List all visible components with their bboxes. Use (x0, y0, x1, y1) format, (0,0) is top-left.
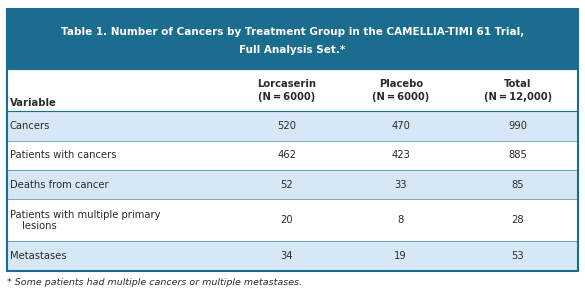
Text: Total
(N = 12,000): Total (N = 12,000) (484, 79, 552, 102)
Bar (7, 9, 578, 69)
Text: 34: 34 (280, 251, 293, 261)
Text: 28: 28 (511, 215, 524, 225)
Text: 85: 85 (511, 180, 524, 190)
Text: 8: 8 (398, 215, 404, 225)
Text: Placebo
(N = 6000): Placebo (N = 6000) (372, 79, 429, 102)
Text: Full Analysis Set.*: Full Analysis Set.* (239, 45, 346, 55)
Bar (7, 199, 578, 241)
Text: Variable: Variable (10, 98, 57, 108)
Text: Patients with multiple primary: Patients with multiple primary (10, 210, 160, 220)
Text: 423: 423 (391, 150, 410, 160)
Text: 33: 33 (394, 180, 407, 190)
Text: 520: 520 (277, 121, 296, 131)
Bar (7, 111, 578, 141)
Text: 19: 19 (394, 251, 407, 261)
Bar (7, 241, 578, 271)
Text: * Some patients had multiple cancers or multiple metastases.: * Some patients had multiple cancers or … (7, 278, 302, 287)
Text: 20: 20 (280, 215, 293, 225)
Text: 53: 53 (511, 251, 524, 261)
Text: Lorcaserin
(N = 6000): Lorcaserin (N = 6000) (257, 79, 316, 102)
Bar (7, 9, 578, 271)
Text: Patients with cancers: Patients with cancers (10, 150, 116, 160)
Text: 462: 462 (277, 150, 296, 160)
Bar (7, 69, 578, 111)
Text: Cancers: Cancers (10, 121, 50, 131)
Text: lesions: lesions (22, 221, 56, 231)
Text: 885: 885 (508, 150, 527, 160)
Bar (7, 170, 578, 199)
Text: 52: 52 (280, 180, 293, 190)
Text: Table 1. Number of Cancers by Treatment Group in the CAMELLIA-TIMI 61 Trial,: Table 1. Number of Cancers by Treatment … (61, 27, 524, 37)
Text: 470: 470 (391, 121, 410, 131)
Text: 990: 990 (508, 121, 527, 131)
Bar (7, 141, 578, 170)
Text: Metastases: Metastases (10, 251, 67, 261)
Text: Deaths from cancer: Deaths from cancer (10, 180, 109, 190)
